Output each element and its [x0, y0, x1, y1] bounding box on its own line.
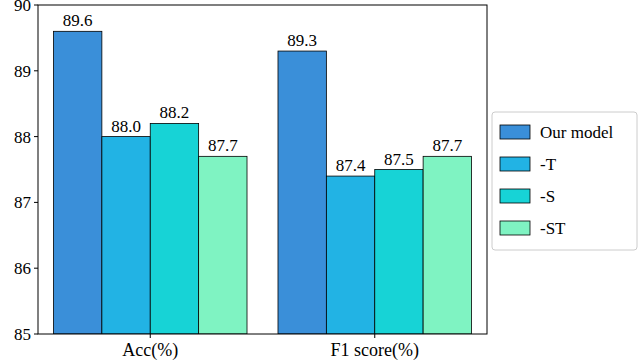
legend-swatch: [500, 157, 530, 171]
legend-swatch: [500, 125, 530, 139]
bar: [375, 170, 423, 335]
bar: [102, 137, 150, 334]
y-tick: [34, 5, 38, 6]
bar: [326, 176, 374, 334]
bar: [150, 123, 198, 334]
y-tick-label: 90: [14, 0, 31, 15]
x-tick-label: Acc(%): [122, 340, 178, 361]
bar: [199, 156, 247, 334]
legend-label: -T: [540, 155, 557, 174]
legend-label: Our model: [540, 123, 613, 142]
data-label: 87.7: [208, 136, 238, 155]
legend-box: [492, 112, 637, 250]
y-tick-label: 86: [14, 259, 31, 278]
x-tick: [374, 334, 375, 338]
data-label: 87.4: [336, 156, 366, 175]
x-tick: [150, 334, 151, 338]
y-tick: [34, 136, 38, 137]
data-label: 88.0: [111, 117, 141, 136]
x-tick-label: F1 score(%): [331, 340, 419, 361]
bars: [53, 31, 471, 334]
y-tick: [34, 334, 38, 335]
bar: [278, 51, 326, 334]
legend-label: -S: [540, 187, 555, 206]
data-label: 88.2: [160, 103, 190, 122]
data-label: 89.6: [63, 11, 93, 30]
bar: [423, 156, 471, 334]
legend-swatch: [500, 221, 530, 235]
y-tick-label: 87: [14, 193, 32, 212]
y-tick: [34, 202, 38, 203]
y-tick-label: 88: [14, 128, 31, 147]
frame: [38, 5, 487, 334]
chart: 89.6 89.3 88.0 87.4 88.2 87.5 87.7 87.7 85 86 87 88…: [0, 0, 640, 362]
bar: [53, 31, 101, 334]
y-tick: [34, 70, 38, 71]
data-label: 89.3: [287, 31, 317, 50]
y-tick-label: 85: [14, 325, 31, 344]
y-tick: [34, 268, 38, 269]
data-label: 87.7: [432, 136, 462, 155]
y-tick-label: 89: [14, 62, 31, 81]
legend-swatch: [500, 189, 530, 203]
data-label: 87.5: [384, 150, 414, 169]
legend-label: -ST: [540, 219, 566, 238]
